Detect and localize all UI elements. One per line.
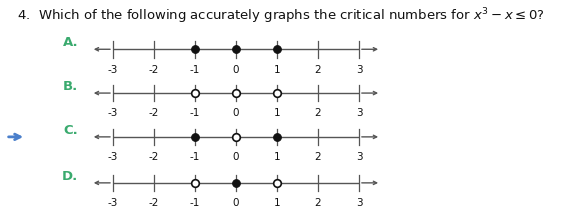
Text: -3: -3 — [108, 65, 118, 75]
Text: -2: -2 — [149, 198, 159, 208]
Text: -2: -2 — [149, 152, 159, 162]
Text: -3: -3 — [108, 108, 118, 118]
Text: A.: A. — [63, 36, 78, 49]
Text: 1: 1 — [274, 65, 280, 75]
Text: 0: 0 — [233, 65, 239, 75]
Text: 3: 3 — [356, 65, 362, 75]
Text: 0: 0 — [233, 152, 239, 162]
Text: 0: 0 — [233, 198, 239, 208]
Text: -3: -3 — [108, 198, 118, 208]
Text: 0: 0 — [233, 108, 239, 118]
Text: D.: D. — [62, 170, 78, 183]
Text: 3: 3 — [356, 198, 362, 208]
Text: -3: -3 — [108, 152, 118, 162]
Text: -1: -1 — [190, 198, 200, 208]
Text: 1: 1 — [274, 108, 280, 118]
Text: C.: C. — [64, 124, 78, 137]
Text: 2: 2 — [314, 65, 321, 75]
Text: -1: -1 — [190, 65, 200, 75]
Text: 2: 2 — [314, 152, 321, 162]
Text: 3: 3 — [356, 152, 362, 162]
Text: 1: 1 — [274, 198, 280, 208]
Text: 2: 2 — [314, 108, 321, 118]
Text: B.: B. — [63, 80, 78, 93]
Text: 1: 1 — [274, 152, 280, 162]
Text: -2: -2 — [149, 108, 159, 118]
Text: -1: -1 — [190, 108, 200, 118]
Text: -2: -2 — [149, 65, 159, 75]
Text: 2: 2 — [314, 198, 321, 208]
Text: 3: 3 — [356, 108, 362, 118]
Text: -1: -1 — [190, 152, 200, 162]
Text: 4.  Which of the following accurately graphs the critical numbers for $x^3 - x \: 4. Which of the following accurately gra… — [17, 7, 545, 26]
